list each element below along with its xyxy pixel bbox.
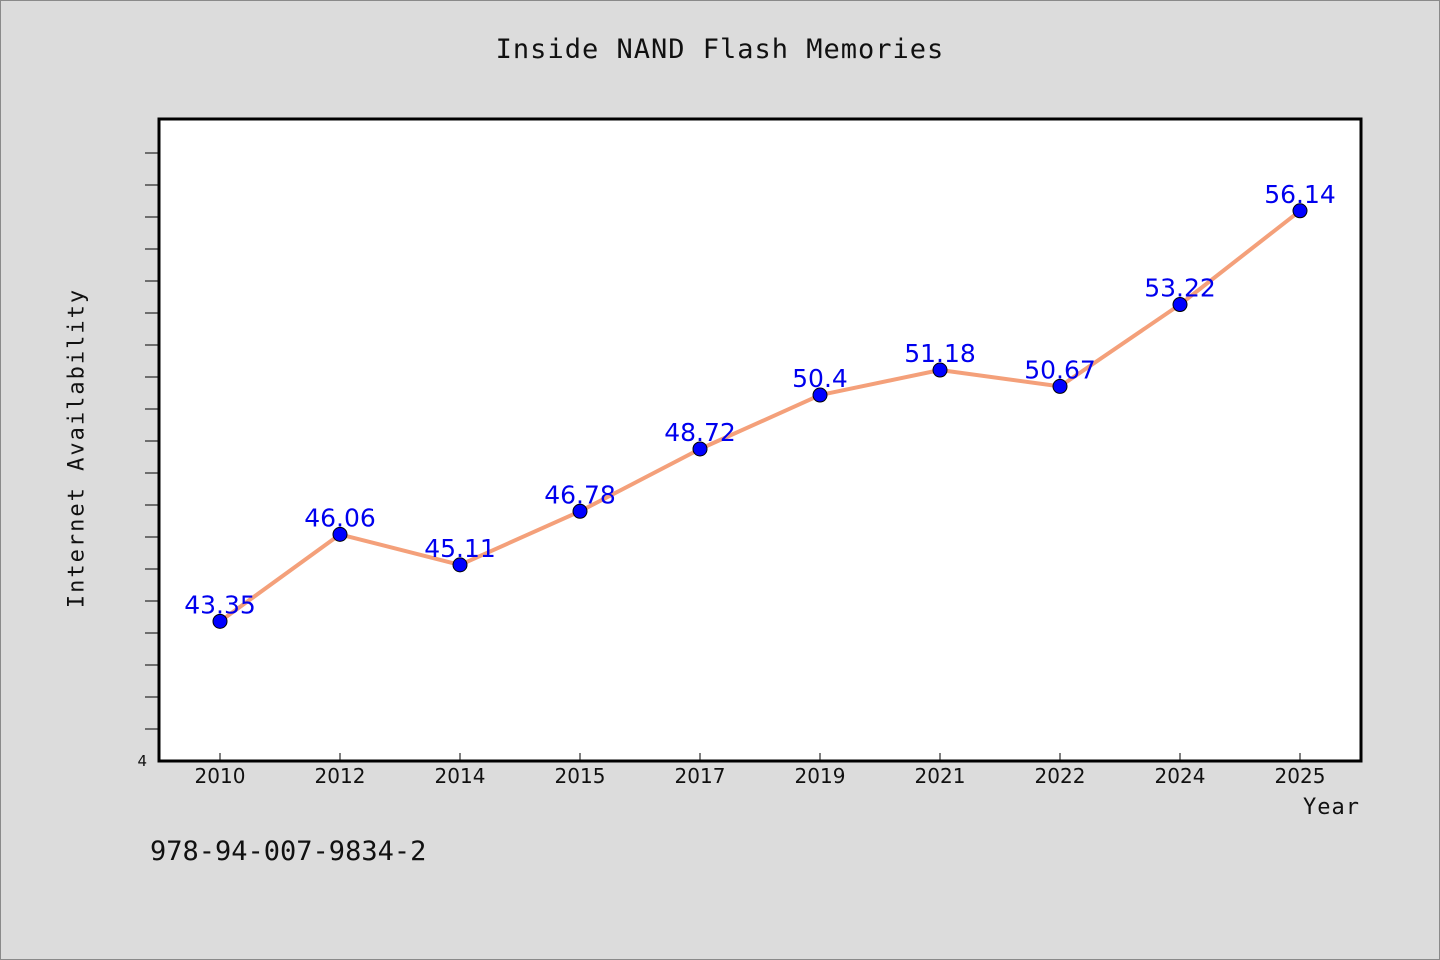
x-tick-label: 2021 xyxy=(915,764,966,788)
x-tick-label: 2019 xyxy=(795,764,846,788)
x-tick-label: 2024 xyxy=(1155,764,1206,788)
x-tick-label: 2010 xyxy=(195,764,246,788)
data-label: 46.78 xyxy=(544,480,616,509)
data-point xyxy=(1172,297,1188,313)
x-tick-label: 2017 xyxy=(675,764,726,788)
x-tick-label: 2025 xyxy=(1275,764,1326,788)
data-label: 46.06 xyxy=(304,503,376,532)
data-label: 48.72 xyxy=(664,418,736,447)
series-line xyxy=(218,209,1302,624)
data-label: 50.67 xyxy=(1024,355,1096,384)
data-point xyxy=(1292,203,1308,219)
isbn-text: 978-94-007-9834-2 xyxy=(150,836,427,867)
plot-area xyxy=(157,117,1363,763)
x-tick-label: 2022 xyxy=(1035,764,1086,788)
x-axis-label: Year xyxy=(1303,795,1360,820)
data-label: 43.35 xyxy=(184,590,256,619)
data-label: 53.22 xyxy=(1144,274,1216,303)
data-point xyxy=(572,503,588,519)
x-tick-label: 2012 xyxy=(315,764,366,788)
data-label: 50.4 xyxy=(792,364,848,393)
x-tick-label: 2014 xyxy=(435,764,486,788)
x-tick-label: 2015 xyxy=(555,764,606,788)
data-point xyxy=(452,557,468,573)
data-label: 56.14 xyxy=(1264,180,1336,209)
data-point xyxy=(812,387,828,403)
y-tick-label: 4 xyxy=(137,752,147,770)
chart-title: Inside NAND Flash Memories xyxy=(495,34,945,65)
data-label: 45.11 xyxy=(424,534,496,563)
data-point xyxy=(932,362,948,378)
data-label: 51.18 xyxy=(904,339,976,368)
data-point xyxy=(212,613,228,629)
data-point xyxy=(332,526,348,542)
data-point xyxy=(1052,378,1068,394)
data-point xyxy=(692,441,708,457)
